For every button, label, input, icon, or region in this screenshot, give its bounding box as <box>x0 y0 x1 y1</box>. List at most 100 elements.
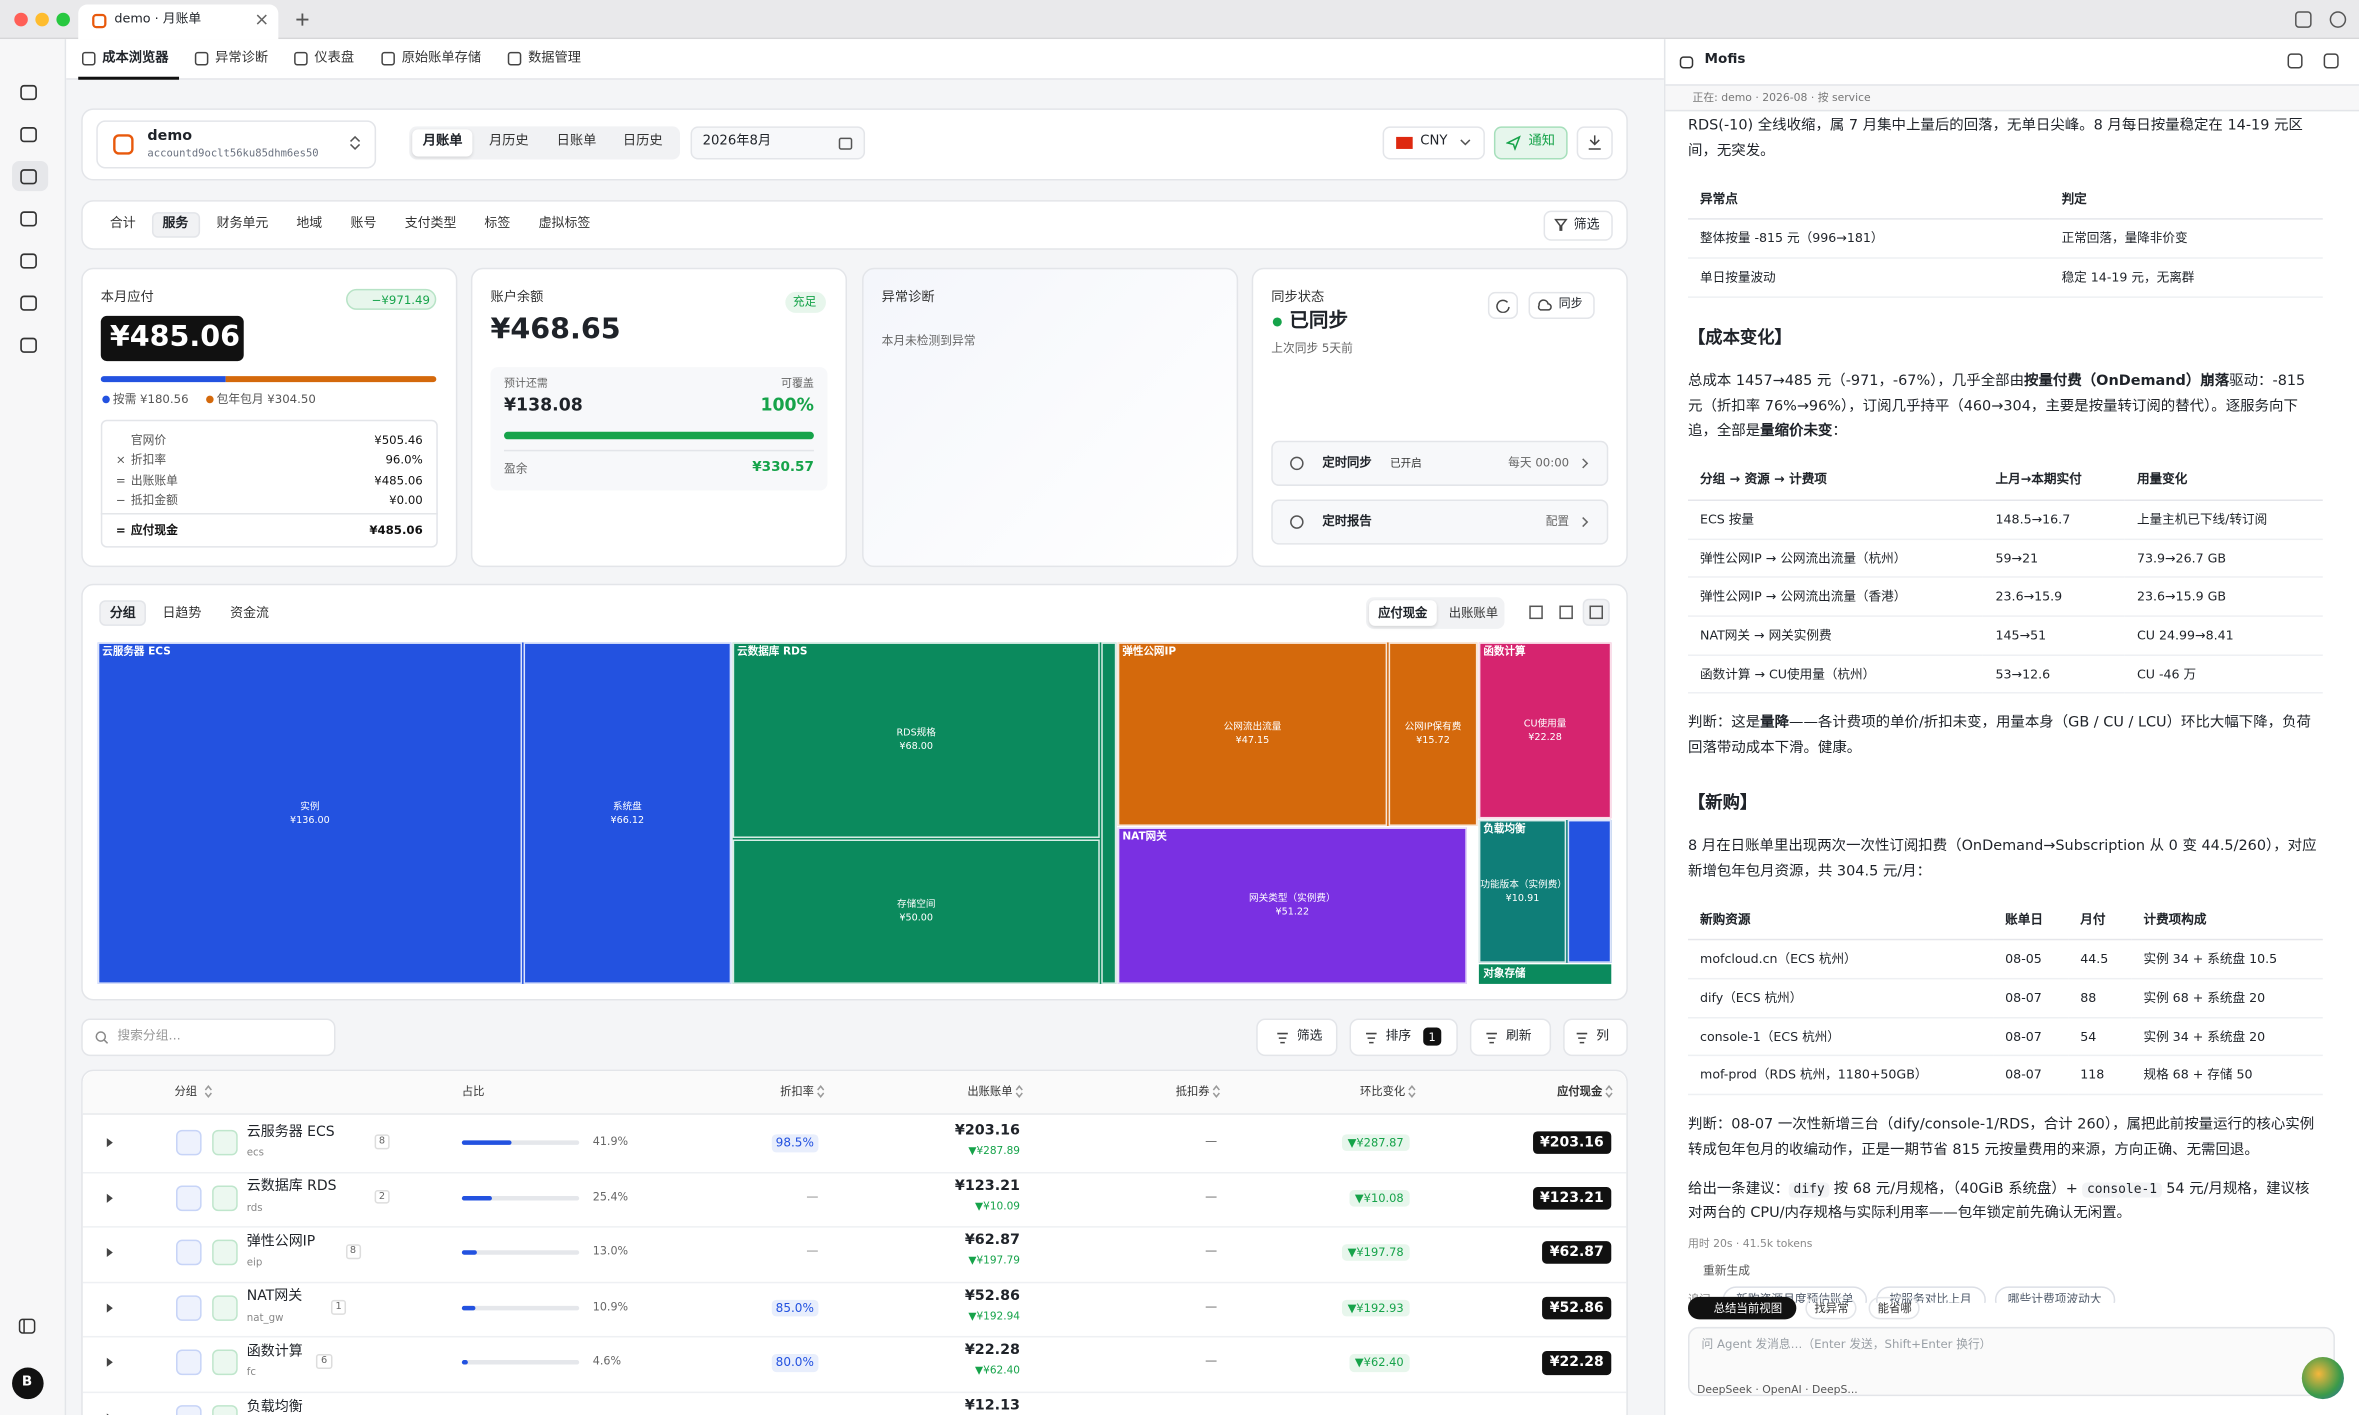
dimension-tab[interactable]: 账号 <box>350 216 377 232</box>
nav-tab[interactable]: 数据管理 <box>528 51 582 67</box>
download-button[interactable] <box>1576 126 1613 160</box>
tab-close[interactable] <box>256 14 268 26</box>
group-name: 云服务器 ECS <box>246 1123 335 1140</box>
view-option[interactable]: 日历史 <box>622 133 663 149</box>
browser-tab[interactable] <box>78 4 279 40</box>
notify-button[interactable] <box>1493 126 1568 160</box>
sidebar-icon[interactable] <box>20 253 38 270</box>
text-segment: 量缩价未变 <box>1760 423 1833 440</box>
treemap-cell[interactable]: 实例 ¥136.00 <box>97 642 523 984</box>
table-cell: CU -46 万 <box>2124 654 2323 695</box>
chart-type-button[interactable] <box>1582 598 1610 626</box>
window-control[interactable] <box>14 12 29 27</box>
followup-chip[interactable]: 按服务对比上月 <box>1876 1287 1986 1303</box>
bill: ¥12.13 <box>964 1397 1021 1415</box>
view-option[interactable]: 月账单 <box>422 133 463 149</box>
currency-select[interactable] <box>1382 126 1485 160</box>
treemap-cell[interactable]: 功能版本（实例费） ¥10.91 <box>1478 819 1567 963</box>
search-box[interactable] <box>81 1018 336 1057</box>
nav-tab[interactable]: 成本浏览器 <box>102 51 169 67</box>
column-header[interactable]: 分组 <box>174 1084 198 1099</box>
panel-actions[interactable] <box>2287 53 2341 70</box>
toolbar-button[interactable] <box>1563 1018 1628 1057</box>
nav-tab[interactable]: 仪表盘 <box>314 51 355 67</box>
expand-caret[interactable] <box>105 1358 114 1369</box>
column-header[interactable]: 占比 <box>461 1084 485 1099</box>
expand-caret[interactable] <box>105 1137 114 1148</box>
sidebar-icon[interactable] <box>20 168 38 185</box>
dimension-tab[interactable]: 财务单元 <box>216 216 269 232</box>
chart-tab[interactable]: 资金流 <box>230 606 269 622</box>
breakdown-label: 官网价 <box>130 433 167 447</box>
sidebar-icon[interactable] <box>20 126 38 143</box>
toolbar-icon <box>1277 1032 1288 1044</box>
mom-change: ▼¥287.87 <box>1341 1134 1410 1152</box>
quick-action[interactable] <box>1868 1296 1920 1320</box>
send-button[interactable] <box>2301 1357 2344 1400</box>
treemap-cell[interactable]: CU使用量 ¥22.28 <box>1478 642 1612 819</box>
treemap-cell[interactable]: 公网流出流量 ¥47.15 <box>1117 642 1388 826</box>
chart-tab[interactable]: 日趋势 <box>162 606 202 622</box>
cell-label: 存储空间 <box>896 898 936 911</box>
window-control[interactable] <box>56 12 71 27</box>
date-picker[interactable] <box>690 126 866 160</box>
toolbar-button[interactable] <box>1469 1018 1552 1057</box>
cell-label: 系统盘 <box>612 800 642 813</box>
window-control[interactable] <box>35 12 50 27</box>
message-input[interactable] <box>1688 1326 2335 1397</box>
expand-caret[interactable] <box>105 1303 114 1314</box>
window-icons[interactable] <box>2294 11 2348 29</box>
dimension-tab[interactable]: 标签 <box>484 216 511 232</box>
view-option[interactable]: 月历史 <box>488 133 529 149</box>
view-option[interactable]: 日账单 <box>556 133 597 149</box>
dimension-tab[interactable]: 虚拟标签 <box>538 216 591 232</box>
model-select[interactable]: DeepSeek · OpenAI · DeepS... <box>1697 1382 1858 1397</box>
treemap-cell[interactable]: RDS规格 ¥68.00 <box>732 642 1100 838</box>
tab-active <box>99 600 146 626</box>
sidebar-icon[interactable] <box>20 84 38 101</box>
share-track <box>461 1360 580 1366</box>
sidebar-icon[interactable] <box>20 295 38 312</box>
toolbar-button[interactable] <box>1256 1018 1338 1057</box>
treemap-cell[interactable]: 存储空间 ¥50.00 <box>732 839 1100 984</box>
group-count: 2 <box>374 1189 390 1205</box>
followup-chip[interactable]: 哪些计费项波动大 <box>1994 1287 2116 1303</box>
filter-label: 筛选 <box>1573 218 1600 234</box>
regenerate[interactable]: 重新生成 <box>1703 1263 1750 1278</box>
followup-chip[interactable]: 新购资源月度预估账单 <box>1722 1287 1867 1303</box>
chart-tab[interactable]: 分组 <box>109 606 136 622</box>
treemap-cell[interactable]: 公网IP保有费 ¥15.72 <box>1388 642 1478 826</box>
quick-action[interactable] <box>1688 1296 1797 1320</box>
dimension-tab[interactable]: 支付类型 <box>404 216 457 232</box>
expand-caret[interactable] <box>105 1192 114 1203</box>
avatar[interactable] <box>12 1367 44 1400</box>
treemap-cell[interactable]: 系统盘 ¥66.12 <box>523 642 732 984</box>
sync-button[interactable] <box>1528 291 1595 319</box>
refresh-button[interactable] <box>1487 291 1519 319</box>
task-row[interactable] <box>1271 440 1609 486</box>
nav-tab[interactable]: 原始账单存储 <box>401 51 482 67</box>
table-cell: 弹性公网IP → 公网流出流量（香港） <box>1688 577 1984 617</box>
filter-button[interactable] <box>1543 210 1613 241</box>
group-label: 弹性公网IP <box>1122 645 1177 658</box>
legend-dot <box>102 395 110 404</box>
expand-caret[interactable] <box>105 1247 114 1258</box>
mode-option[interactable]: 应付现金 <box>1378 604 1428 620</box>
nav-tab[interactable]: 异常诊断 <box>215 51 269 67</box>
table-cell: 44.5 <box>2068 940 2132 980</box>
quick-action[interactable] <box>1805 1296 1857 1320</box>
group-name: 云数据库 RDS <box>246 1178 337 1195</box>
sidebar-icon[interactable] <box>20 337 38 354</box>
mode-option[interactable]: 出账账单 <box>1448 604 1499 620</box>
sidebar-icon[interactable] <box>20 211 38 228</box>
dimension-tab[interactable]: 服务 <box>162 216 189 232</box>
dimension-tab[interactable]: 合计 <box>109 216 136 232</box>
dimension-tab[interactable]: 地域 <box>296 216 323 232</box>
new-tab[interactable] <box>295 12 310 27</box>
treemap-cell[interactable]: 网关类型（实例费） ¥51.22 <box>1117 827 1467 984</box>
balance-amount: ¥468.65 <box>490 312 621 347</box>
table-row: 单日按量波动 稳定 14-19 元，无离群 <box>1688 257 2323 298</box>
task-row[interactable] <box>1271 499 1609 545</box>
sidebar-toggle[interactable] <box>18 1318 36 1335</box>
account-selector[interactable] <box>96 120 377 169</box>
